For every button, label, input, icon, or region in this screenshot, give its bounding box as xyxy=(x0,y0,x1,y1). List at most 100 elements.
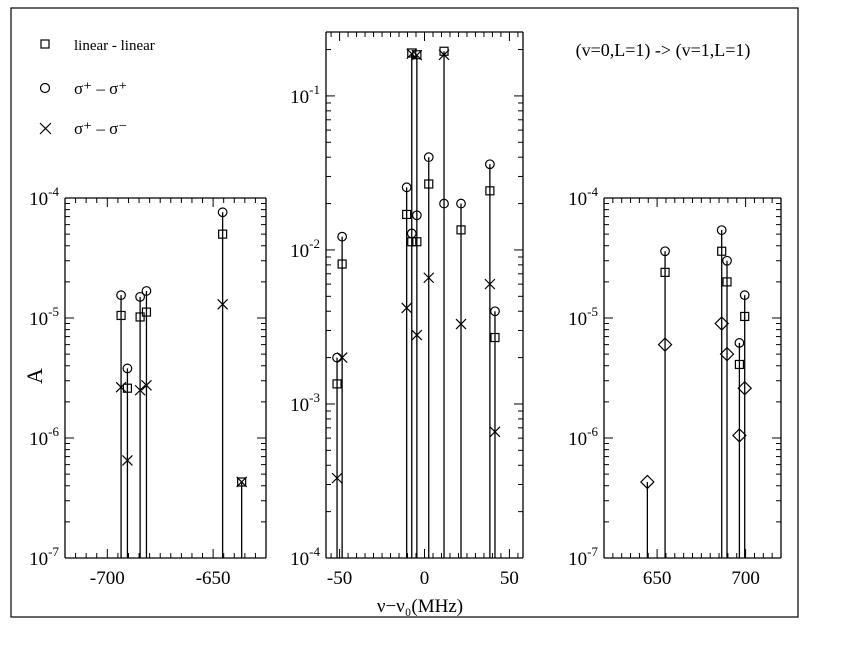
y-tick-label: 10-5 xyxy=(29,304,59,330)
panel-right: 10-7 10-6 10-5 10-4 650 700 xyxy=(568,184,782,589)
marker-cross xyxy=(423,272,435,284)
y-tick-exponent: -7 xyxy=(587,544,598,559)
y-tick-label: 10-4 xyxy=(290,544,320,570)
y-axis-label: A xyxy=(22,368,47,384)
y-tick-exponent: -7 xyxy=(48,544,59,559)
marker-diamond xyxy=(737,380,753,396)
marker-cross xyxy=(401,302,413,314)
chart-title: (v=0,L=1) -> (v=1,L=1) xyxy=(576,40,751,61)
marker-circle xyxy=(141,286,152,296)
marker-square xyxy=(660,267,670,277)
marker-diamond xyxy=(732,428,747,443)
y-tick-label: 10-6 xyxy=(29,424,59,450)
x-tick-label: 0 xyxy=(420,568,430,589)
marker-circle xyxy=(722,255,732,266)
marker-cross xyxy=(141,379,152,391)
panel-left: 10-7 10-6 10-5 10-4 -700 -650 xyxy=(29,184,267,589)
marker-diamond xyxy=(714,316,730,331)
y-tick-exponent: -4 xyxy=(309,544,320,559)
marker-diamond xyxy=(719,346,735,362)
marker-circle xyxy=(660,246,670,257)
legend-label-linear: linear - linear xyxy=(74,38,155,54)
legend-square-marker xyxy=(40,39,50,49)
y-tick-label: 10-1 xyxy=(290,82,320,108)
x-axis-label: ν−ν₀(MHz) xyxy=(377,596,463,617)
y-tick-label: 10-4 xyxy=(29,184,59,210)
marker-square xyxy=(332,379,342,389)
marker-cross xyxy=(236,476,248,488)
marker-cross xyxy=(455,318,467,330)
marker-square xyxy=(722,277,732,287)
marker-square xyxy=(717,246,727,256)
y-tick-label: 10-5 xyxy=(568,304,598,330)
marker-circle xyxy=(217,207,228,218)
marker-square xyxy=(218,229,228,239)
marker-cross xyxy=(331,472,343,484)
marker-square xyxy=(141,307,152,317)
y-tick-label: 10-7 xyxy=(568,544,598,570)
marker-circle xyxy=(739,290,750,301)
marker-square xyxy=(402,209,412,220)
marker-cross xyxy=(121,455,133,466)
y-tick-exponent: -2 xyxy=(309,236,320,251)
x-tick-label: -650 xyxy=(196,568,231,589)
x-tick-label: 50 xyxy=(500,568,519,589)
marker-square xyxy=(740,311,750,322)
marker-diamond xyxy=(657,337,673,352)
legend-label-sigma-plus-plus: σ⁺ – σ⁺ xyxy=(74,79,127,98)
marker-circle xyxy=(456,198,466,209)
y-tick-exponent: -4 xyxy=(48,184,59,199)
marker-circle xyxy=(423,152,434,163)
legend-cross-marker xyxy=(39,122,52,135)
marker-circle xyxy=(135,291,146,302)
legend: linear - linear σ⁺ – σ⁺ σ⁺ – σ⁻ xyxy=(39,38,155,138)
marker-cross xyxy=(489,426,501,438)
marker-square xyxy=(122,383,133,393)
marker-circle xyxy=(484,159,495,170)
marker-cross xyxy=(484,278,496,290)
marker-cross xyxy=(134,384,146,396)
panels: 10-710-610-510-4-700 -65010-410-310-210-1… xyxy=(29,31,782,589)
y-tick-exponent: -4 xyxy=(587,184,598,199)
marker-circle xyxy=(401,182,412,193)
y-tick-exponent: -5 xyxy=(587,304,598,319)
marker-cross xyxy=(438,49,450,61)
marker-square xyxy=(412,237,422,247)
y-tick-label: 10-7 xyxy=(29,544,59,570)
figure-frame xyxy=(10,7,799,618)
legend-label-sigma-plus-minus: σ⁺ – σ⁻ xyxy=(74,119,127,138)
marker-square xyxy=(116,310,126,321)
y-tick-label: 10-4 xyxy=(568,184,598,210)
x-tick-label: -700 xyxy=(90,568,125,589)
marker-square xyxy=(237,477,247,487)
marker-cross xyxy=(411,49,423,61)
y-tick-exponent: -6 xyxy=(587,424,598,439)
marker-cross xyxy=(217,298,229,310)
marker-square xyxy=(407,237,417,247)
marker-square xyxy=(424,179,434,189)
x-tick-label: 650 xyxy=(643,568,672,589)
marker-circle xyxy=(490,306,500,317)
legend-circle-marker xyxy=(39,82,51,94)
marker-square xyxy=(337,259,347,269)
y-tick-exponent: -1 xyxy=(309,82,320,97)
y-tick-exponent: -3 xyxy=(309,390,320,405)
y-tick-label: 10-6 xyxy=(568,424,598,450)
marker-square xyxy=(734,359,745,370)
y-tick-label: 10-2 xyxy=(290,236,320,262)
y-tick-label: 10-3 xyxy=(290,390,320,416)
marker-circle xyxy=(439,198,449,209)
marker-circle xyxy=(337,231,348,242)
marker-square xyxy=(135,312,145,322)
marker-circle xyxy=(116,290,126,301)
x-tick-label: -50 xyxy=(327,568,352,589)
y-tick-exponent: -5 xyxy=(48,304,59,319)
marker-square xyxy=(490,332,500,343)
marker-circle xyxy=(122,363,133,374)
marker-square xyxy=(485,186,495,196)
y-tick-exponent: -6 xyxy=(48,424,59,439)
marker-cross xyxy=(411,329,423,341)
marker-circle xyxy=(716,225,727,236)
marker-square xyxy=(412,50,422,60)
